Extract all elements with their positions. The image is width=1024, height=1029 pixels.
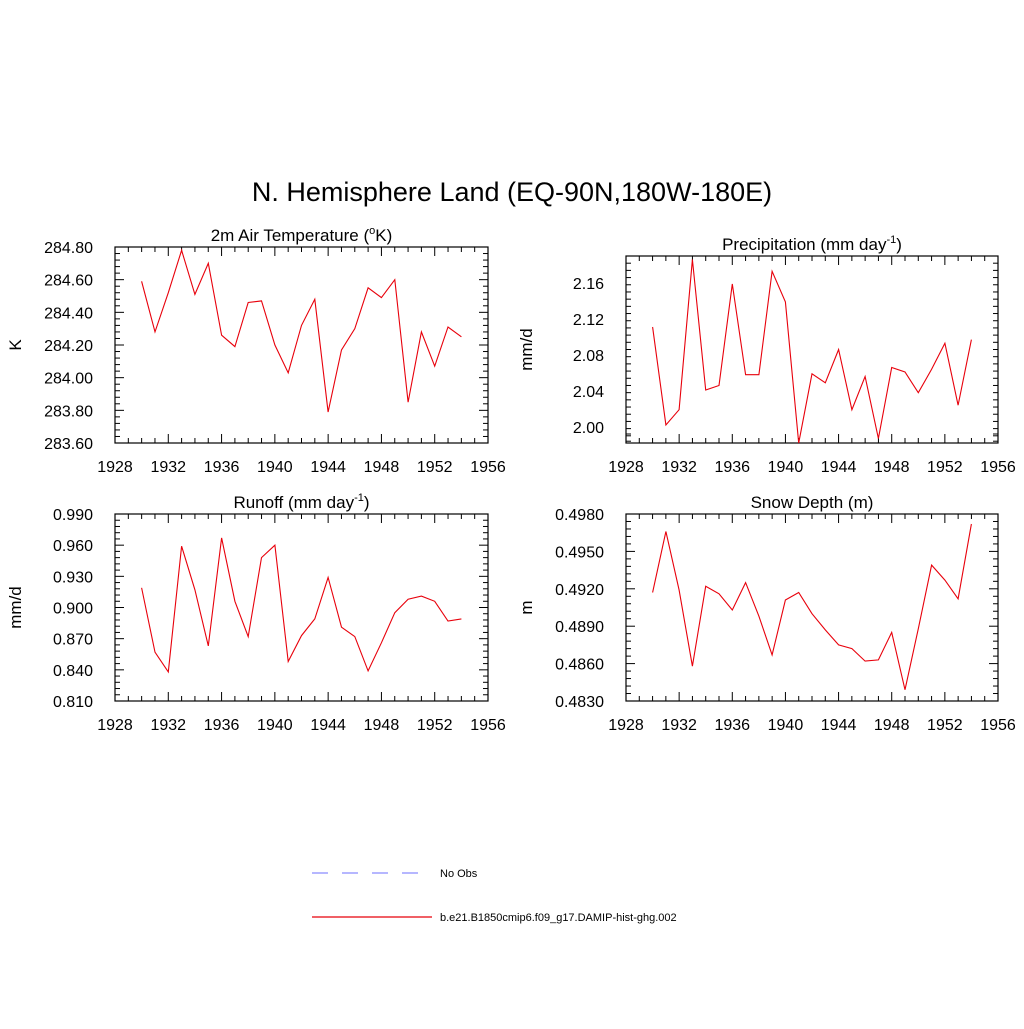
y-tick-label: 0.810	[53, 694, 93, 711]
panels: 2m Air Temperature (oK) K 1928 1932 1936 1940…	[6, 225, 1016, 734]
panel-title-text: Snow Depth (m)	[751, 493, 874, 512]
y-tick-label: 0.840	[53, 663, 93, 680]
x-tick-label: 1932	[661, 717, 697, 734]
x-tick-label: 1940	[768, 717, 804, 734]
plot-frame	[114, 513, 489, 702]
x-tick-label: 1936	[204, 717, 240, 734]
panel-title-text: Runoff (mm day	[233, 493, 354, 512]
y-tick-label: 0.960	[53, 538, 93, 555]
x-tick-label: 1944	[310, 459, 346, 476]
x-tick-label: 1940	[768, 459, 804, 476]
x-tick-label: 1956	[470, 717, 506, 734]
main-title: N. Hemisphere Land (EQ-90N,180W-180E)	[252, 177, 772, 207]
y-tick-label: 2.00	[573, 420, 604, 437]
x-tick-label: 1952	[417, 459, 453, 476]
y-tick-label: 0.4830	[555, 694, 604, 711]
y-tick-label: 0.900	[53, 601, 93, 618]
y-tick-label: 284.40	[44, 305, 93, 322]
x-tick-label: 1936	[714, 459, 750, 476]
x-tick-label: 1928	[97, 459, 133, 476]
y-axis-label: K	[6, 339, 25, 351]
series-line-model	[652, 259, 972, 444]
x-tick-label: 1932	[150, 717, 186, 734]
panel-title-superscript: o	[369, 225, 375, 237]
panel-title-superscript: -1	[354, 492, 364, 504]
y-tick-label: 0.4860	[555, 657, 604, 674]
x-tick-label: 1932	[661, 459, 697, 476]
x-tick-label: 1956	[470, 459, 506, 476]
x-tick-label: 1940	[257, 717, 293, 734]
y-tick-label: 0.4980	[555, 507, 604, 524]
x-tick-label: 1932	[150, 459, 186, 476]
panel-title-suffix: )	[896, 235, 902, 254]
x-tick-label: 1956	[980, 717, 1016, 734]
chart-panel-2: Precipitation (mm day-1) mm/d 1928 1932 1936…	[517, 234, 1016, 476]
panel-title: Precipitation (mm day-1)	[722, 234, 902, 254]
legend: No Obs b.e21.B1850cmip6.f09_g17.DAMIP-hi…	[312, 868, 677, 924]
x-tick-label: 1948	[364, 459, 400, 476]
y-tick-label: 2.12	[573, 312, 604, 329]
y-tick-label: 284.80	[44, 240, 93, 257]
y-tick-label: 2.16	[573, 276, 604, 293]
panel-title: Snow Depth (m)	[751, 493, 874, 512]
x-tick-label: 1952	[417, 717, 453, 734]
chart-panel-1: 2m Air Temperature (oK) K 1928 1932 1936 1940…	[6, 225, 506, 476]
panel-title: Runoff (mm day-1)	[233, 492, 369, 512]
x-tick-label: 1948	[874, 717, 910, 734]
x-tick-label: 1928	[97, 717, 133, 734]
x-tick-label: 1928	[608, 459, 644, 476]
x-tick-label: 1936	[204, 459, 240, 476]
y-axis-label: mm/d	[6, 586, 25, 629]
panel-title-text: 2m Air Temperature (	[211, 226, 370, 245]
x-tick-label: 1936	[714, 717, 750, 734]
chart-panel-4: Snow Depth (m) m 1928 1932 1936 1940 1944 1948 1…	[517, 493, 1016, 734]
y-tick-label: 284.60	[44, 273, 93, 290]
x-tick-label: 1944	[821, 459, 857, 476]
y-tick-label: 0.870	[53, 632, 93, 649]
panel-title-superscript: -1	[886, 234, 896, 246]
y-tick-label: 0.4920	[555, 582, 604, 599]
y-tick-label: 283.80	[44, 403, 93, 420]
x-tick-label: 1948	[874, 459, 910, 476]
panel-title: 2m Air Temperature (oK)	[211, 225, 393, 245]
x-tick-label: 1940	[257, 459, 293, 476]
y-tick-label: 0.4890	[555, 619, 604, 636]
x-tick-label: 1948	[364, 717, 400, 734]
x-tick-label: 1956	[980, 459, 1016, 476]
plot-frame	[114, 246, 489, 444]
y-axis-label: mm/d	[517, 328, 536, 371]
y-tick-label: 0.4950	[555, 544, 604, 561]
chart-panel-3: Runoff (mm day-1) mm/d 1928 1932 1936 1940 194…	[6, 492, 506, 734]
series-line-model	[652, 523, 972, 690]
y-tick-label: 0.990	[53, 507, 93, 524]
x-tick-label: 1952	[927, 459, 963, 476]
y-axis-label: m	[517, 600, 536, 614]
x-tick-label: 1952	[927, 717, 963, 734]
y-tick-label: 2.08	[573, 348, 604, 365]
x-tick-label: 1944	[821, 717, 857, 734]
y-tick-label: 284.20	[44, 338, 93, 355]
panel-title-suffix: K)	[375, 226, 392, 245]
legend-label-obs: No Obs	[440, 868, 478, 880]
panel-title-text: Precipitation (mm day	[722, 235, 887, 254]
x-tick-label: 1928	[608, 717, 644, 734]
series-line-model	[141, 537, 462, 674]
y-tick-label: 283.60	[44, 436, 93, 453]
y-tick-label: 0.930	[53, 569, 93, 586]
legend-label-model: b.e21.B1850cmip6.f09_g17.DAMIP-hist-ghg.…	[440, 912, 677, 924]
y-tick-label: 284.00	[44, 371, 93, 388]
series-line-model	[141, 248, 462, 413]
y-tick-label: 2.04	[573, 384, 604, 401]
panel-title-suffix: )	[364, 493, 370, 512]
x-tick-label: 1944	[310, 717, 346, 734]
